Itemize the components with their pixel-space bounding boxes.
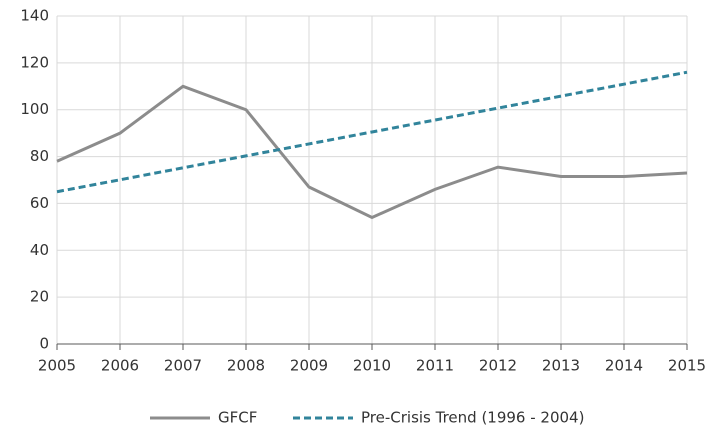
y-tick-label: 40	[30, 241, 49, 259]
x-tick-label: 2015	[668, 357, 706, 375]
x-tick-label: 2011	[416, 357, 454, 375]
x-tick-label: 2014	[605, 357, 643, 375]
y-tick-label: 100	[20, 100, 49, 118]
legend-label: Pre-Crisis Trend (1996 - 2004)	[361, 409, 584, 427]
series-line	[56, 84, 688, 220]
x-tick-label: 2007	[164, 357, 202, 375]
legend-label: GFCF	[218, 409, 257, 427]
x-tick-label: 2012	[479, 357, 517, 375]
y-tick-label: 120	[20, 53, 49, 71]
y-tick-label: 20	[30, 288, 49, 306]
x-tick-label: 2010	[353, 357, 391, 375]
y-tick-label: 140	[20, 7, 49, 25]
x-tick-label: 2006	[101, 357, 139, 375]
x-tick-label: 2009	[290, 357, 328, 375]
x-tick-label: 2005	[38, 357, 76, 375]
y-tick-label: 0	[39, 335, 49, 353]
x-tick-label: 2008	[227, 357, 265, 375]
x-tick-label: 2013	[542, 357, 580, 375]
series-line	[56, 70, 688, 194]
y-tick-label: 60	[30, 194, 49, 212]
y-tick-label: 80	[30, 147, 49, 165]
